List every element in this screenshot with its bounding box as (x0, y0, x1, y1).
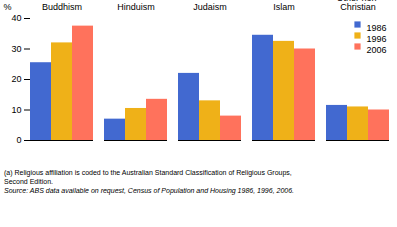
svg-text:Judaism: Judaism (193, 2, 227, 12)
svg-text:1996: 1996 (366, 34, 386, 44)
svg-text:1986: 1986 (366, 23, 386, 33)
html-text:(a) Religious affiliation is c: (a) Religious affiliation is coded to th… (4, 169, 292, 176)
svg-text:2006: 2006 (366, 45, 386, 55)
svg-text:30: 30 (11, 44, 21, 54)
svg-text:20: 20 (11, 74, 21, 84)
svg-text:Hinduism: Hinduism (117, 2, 155, 12)
svg-text:10: 10 (11, 105, 21, 115)
svg-text:40: 40 (11, 13, 21, 23)
svg-text:0: 0 (16, 135, 21, 145)
svg-text:Islam: Islam (273, 2, 295, 12)
svg-text:Buddhism: Buddhism (42, 2, 82, 12)
svg-text:Other non-Christian: Other non-Christian (336, 0, 379, 12)
html-text:Source: ABS data available on: Source: ABS data available on request, C… (4, 187, 295, 194)
svg-text:%: % (4, 2, 12, 12)
html-text:Second Edition.: Second Edition. (4, 178, 53, 185)
